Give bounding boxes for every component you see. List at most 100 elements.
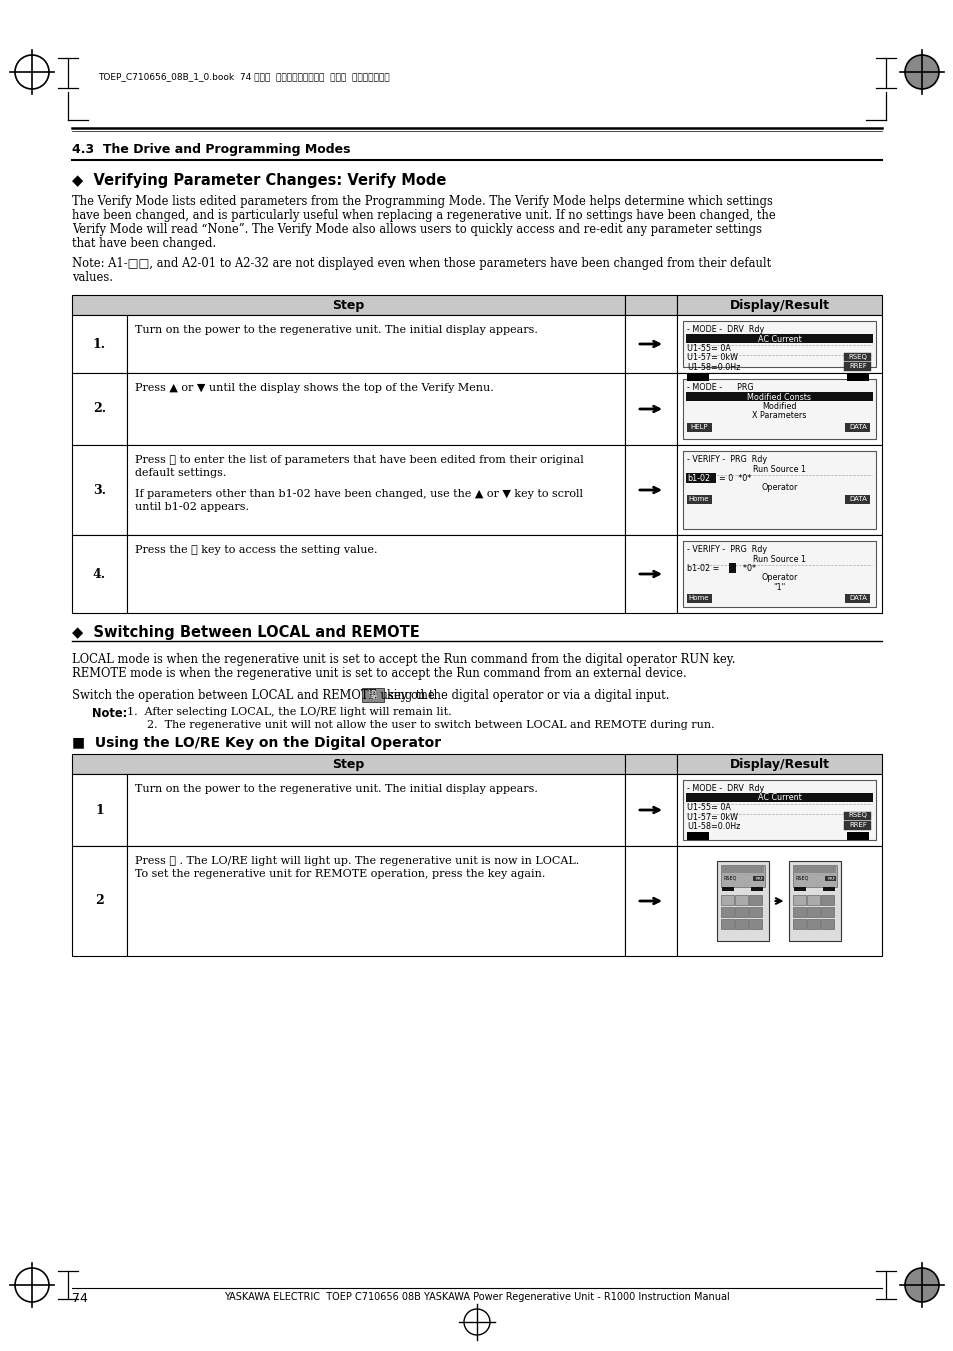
- Text: Run Source 1: Run Source 1: [752, 554, 805, 563]
- Bar: [624, 846, 677, 957]
- Text: U1-55= 0A: U1-55= 0A: [686, 345, 730, 353]
- Text: Run Source 1: Run Source 1: [752, 465, 805, 473]
- Bar: [844, 423, 869, 432]
- Bar: [843, 353, 870, 361]
- Circle shape: [904, 1269, 938, 1302]
- Text: - VERIFY -  PRG  Rdy: - VERIFY - PRG Rdy: [686, 544, 766, 554]
- Bar: [720, 894, 734, 905]
- Text: b1-02: b1-02: [686, 474, 709, 484]
- Text: RRF: RRF: [826, 877, 835, 881]
- Text: 1.: 1.: [92, 338, 106, 350]
- Text: RRF: RRF: [755, 877, 762, 881]
- Text: Modified Consts: Modified Consts: [747, 393, 811, 401]
- Bar: [721, 888, 734, 892]
- Text: 4.: 4.: [92, 567, 106, 581]
- Bar: [127, 846, 624, 957]
- Bar: [624, 774, 677, 846]
- Text: Press ☒ to enter the list of parameters that have been edited from their origina: Press ☒ to enter the list of parameters …: [135, 455, 583, 465]
- Bar: [806, 907, 820, 917]
- Text: RSEQ: RSEQ: [847, 354, 866, 359]
- Bar: [793, 907, 805, 917]
- Text: 2.  The regenerative unit will not allow the user to switch between LOCAL and RE: 2. The regenerative unit will not allow …: [147, 720, 714, 730]
- Text: key on the digital operator or via a digital input.: key on the digital operator or via a dig…: [387, 689, 669, 703]
- Text: RSEQ: RSEQ: [847, 812, 866, 819]
- Bar: [751, 888, 762, 892]
- Bar: [735, 919, 748, 929]
- Text: - VERIFY -  PRG  Rdy: - VERIFY - PRG Rdy: [686, 455, 766, 463]
- Bar: [624, 315, 677, 373]
- Text: 4.3  The Drive and Programming Modes: 4.3 The Drive and Programming Modes: [71, 143, 350, 155]
- Text: until b1-02 appears.: until b1-02 appears.: [135, 503, 249, 512]
- Bar: [624, 373, 677, 444]
- Bar: [71, 774, 127, 846]
- Text: default settings.: default settings.: [135, 467, 226, 478]
- Bar: [71, 754, 624, 774]
- Bar: [749, 907, 761, 917]
- Bar: [685, 473, 716, 482]
- Text: AC Current: AC Current: [757, 335, 801, 343]
- Bar: [624, 444, 677, 535]
- Text: b1-02 =: b1-02 =: [686, 563, 721, 573]
- Bar: [735, 907, 748, 917]
- Bar: [720, 865, 764, 888]
- Bar: [753, 875, 763, 881]
- Text: DATA: DATA: [848, 594, 866, 600]
- Text: U1-55= 0A: U1-55= 0A: [686, 802, 730, 812]
- Bar: [843, 821, 870, 830]
- Bar: [682, 451, 875, 530]
- Bar: [677, 373, 882, 444]
- Bar: [127, 373, 624, 444]
- Bar: [793, 919, 805, 929]
- Bar: [71, 373, 127, 444]
- Text: TOEP_C710656_08B_1_0.book  74 ページ  ２０１５年２月５日  木曜日  午前１０時７分: TOEP_C710656_08B_1_0.book 74 ページ ２０１５年２月…: [98, 73, 389, 81]
- Text: 3.: 3.: [92, 484, 106, 497]
- Bar: [844, 494, 869, 504]
- Bar: [821, 894, 834, 905]
- Bar: [71, 295, 624, 315]
- Bar: [685, 392, 872, 401]
- Text: U1-57= 0kW: U1-57= 0kW: [686, 354, 738, 362]
- Text: 2: 2: [95, 894, 104, 908]
- Bar: [728, 563, 735, 573]
- Bar: [71, 846, 127, 957]
- Bar: [717, 861, 769, 942]
- Bar: [677, 295, 882, 315]
- Text: RSEQ: RSEQ: [795, 875, 808, 881]
- Text: - MODE -  DRV  Rdy: - MODE - DRV Rdy: [686, 326, 763, 334]
- Bar: [793, 865, 837, 888]
- Text: Step: Step: [332, 758, 364, 771]
- Bar: [821, 919, 834, 929]
- Text: Press ☒ . The LO/RE light will light up. The regenerative unit is now in LOCAL.: Press ☒ . The LO/RE light will light up.…: [135, 857, 578, 866]
- Text: X Parameters: X Parameters: [752, 412, 806, 420]
- Bar: [846, 831, 868, 839]
- Text: RE: RE: [369, 694, 376, 700]
- Text: HELP: HELP: [689, 424, 707, 430]
- Bar: [127, 444, 624, 535]
- Bar: [677, 315, 882, 373]
- Bar: [682, 780, 875, 840]
- Text: Home: Home: [688, 496, 708, 503]
- Text: 2.: 2.: [92, 403, 106, 416]
- Text: *0*: *0*: [738, 563, 755, 573]
- Bar: [735, 894, 748, 905]
- Bar: [624, 295, 677, 315]
- Text: U1-58=0.0Hz: U1-58=0.0Hz: [686, 363, 740, 372]
- Text: ■  Using the LO/RE Key on the Digital Operator: ■ Using the LO/RE Key on the Digital Ope…: [71, 736, 440, 750]
- Text: RSEQ: RSEQ: [722, 875, 736, 881]
- Text: Turn on the power to the regenerative unit. The initial display appears.: Turn on the power to the regenerative un…: [135, 326, 537, 335]
- Bar: [686, 831, 708, 839]
- Bar: [686, 373, 708, 381]
- Text: have been changed, and is particularly useful when replacing a regenerative unit: have been changed, and is particularly u…: [71, 209, 775, 222]
- Bar: [794, 866, 836, 873]
- Text: Operator: Operator: [760, 574, 797, 582]
- Text: Note: A1-□□, and A2-01 to A2-32 are not displayed even when those parameters hav: Note: A1-□□, and A2-01 to A2-32 are not …: [71, 257, 770, 270]
- Bar: [822, 888, 835, 892]
- Text: Step: Step: [332, 299, 364, 312]
- Text: YASKAWA ELECTRIC  TOEP C710656 08B YASKAWA Power Regenerative Unit - R1000 Instr: YASKAWA ELECTRIC TOEP C710656 08B YASKAW…: [224, 1292, 729, 1302]
- Text: Verify Mode will read “None”. The Verify Mode also allows users to quickly acces: Verify Mode will read “None”. The Verify…: [71, 223, 761, 236]
- Text: U1-57= 0kW: U1-57= 0kW: [686, 812, 738, 821]
- Bar: [821, 907, 834, 917]
- Bar: [677, 444, 882, 535]
- Text: = 0  *0*: = 0 *0*: [719, 474, 750, 484]
- Text: To set the regenerative unit for REMOTE operation, press the key again.: To set the regenerative unit for REMOTE …: [135, 869, 545, 880]
